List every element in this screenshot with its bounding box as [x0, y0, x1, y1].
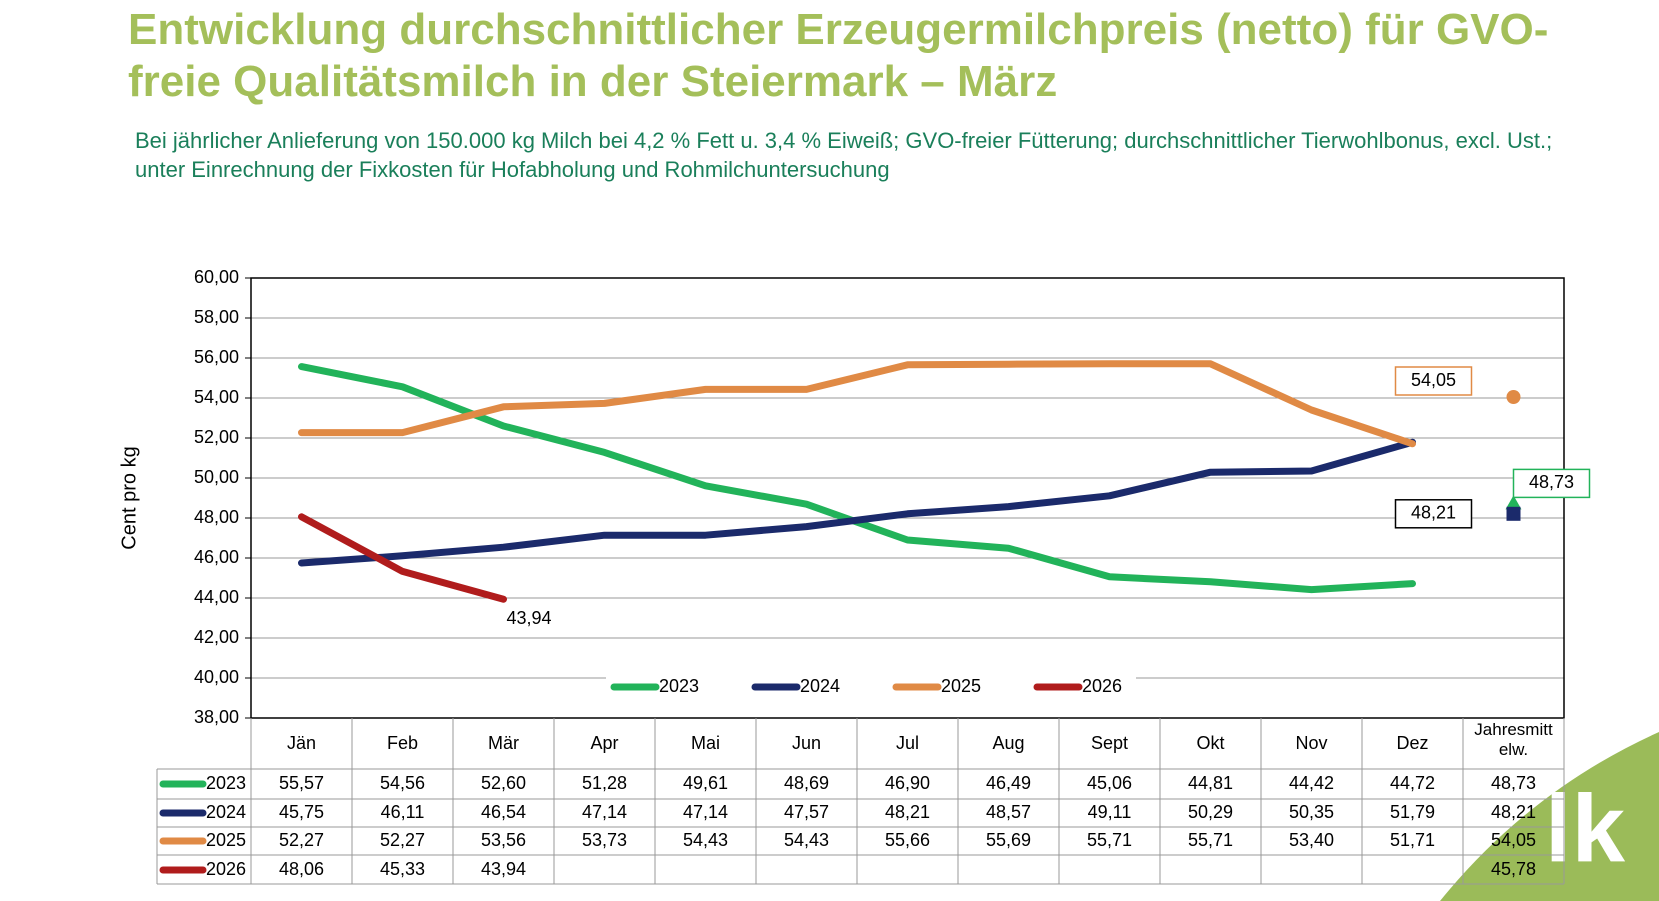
table-cell: 46,90 [885, 773, 930, 793]
table-cell: 55,66 [885, 830, 930, 850]
table-cell: 46,11 [381, 802, 425, 822]
legend-label: 2025 [206, 830, 246, 850]
table-cell: 54,43 [784, 830, 829, 850]
x-tick-label: Apr [590, 733, 618, 753]
mean-marker [1506, 506, 1521, 521]
table-cell: 53,73 [582, 830, 627, 850]
table-cell: 54,05 [1491, 830, 1536, 850]
table-cell: 44,81 [1188, 773, 1233, 793]
table-cell: 47,14 [683, 802, 728, 822]
table-cell: 47,14 [582, 802, 627, 822]
table-cell: 54,43 [683, 830, 728, 850]
table-cell: 53,56 [481, 830, 526, 850]
x-tick-label: Okt [1196, 733, 1224, 753]
legend-label: 2023 [659, 676, 699, 696]
y-tick-label: 46,00 [194, 547, 239, 567]
y-tick-label: 38,00 [194, 707, 239, 727]
data-label: 43,94 [507, 608, 552, 628]
mean-label: 48,21 [1411, 503, 1456, 523]
legend-label: 2025 [941, 676, 981, 696]
series-line [298, 438, 1416, 567]
x-tick-label: Mai [691, 733, 720, 753]
table-cell: 48,21 [885, 802, 930, 822]
table-cell: 51,28 [582, 773, 627, 793]
table-cell: 49,11 [1088, 802, 1132, 822]
x-tick-label: Nov [1295, 733, 1327, 753]
y-tick-label: 52,00 [194, 427, 239, 447]
table-cell: 48,06 [279, 859, 324, 879]
y-tick-label: 40,00 [194, 667, 239, 687]
table-cell: 48,73 [1491, 773, 1536, 793]
table-cell: 46,49 [986, 773, 1031, 793]
table-cell: 44,72 [1390, 773, 1435, 793]
mean-label: 48,73 [1529, 472, 1574, 492]
table-cell: 47,57 [784, 802, 829, 822]
x-tick-label: Aug [992, 733, 1024, 753]
y-tick-label: 60,00 [194, 267, 239, 287]
table-cell: 45,75 [279, 802, 324, 822]
table-cell: 45,78 [1491, 859, 1536, 879]
series-line [298, 360, 1416, 448]
table-cell: 55,57 [279, 773, 324, 793]
y-tick-label: 54,00 [194, 387, 239, 407]
x-tick-label: Sept [1091, 733, 1128, 753]
table-cell: 53,40 [1289, 830, 1334, 850]
mean-marker [1505, 495, 1522, 510]
table-cell: 52,27 [380, 830, 425, 850]
table-cell: 44,42 [1289, 773, 1334, 793]
table-cell: 55,71 [1188, 830, 1233, 850]
y-tick-label: 58,00 [194, 307, 239, 327]
x-tick-label: Dez [1396, 733, 1428, 753]
table-cell: 43,94 [481, 859, 526, 879]
table-cell: 51,79 [1390, 802, 1435, 822]
table-cell: 45,06 [1087, 773, 1132, 793]
table-cell: 55,69 [986, 830, 1031, 850]
label-box [1394, 499, 1473, 529]
logo: lk [1545, 775, 1626, 882]
table-cell: 49,61 [683, 773, 728, 793]
table-cell: 54,56 [380, 773, 425, 793]
table-cell: 52,27 [279, 830, 324, 850]
label-box [1394, 366, 1473, 396]
legend-label: 2026 [206, 859, 246, 879]
table-cell: 45,33 [380, 859, 425, 879]
table-cell: 50,35 [1289, 802, 1334, 822]
table-cell: 55,71 [1087, 830, 1132, 850]
table-cell: 48,57 [986, 802, 1031, 822]
legend-label: 2024 [206, 802, 246, 822]
table-cell: 48,21 [1491, 802, 1536, 822]
legend-label: 2023 [206, 773, 246, 793]
plot-frame [250, 277, 1565, 719]
series-line [298, 513, 507, 603]
mean-label: 54,05 [1411, 370, 1456, 390]
x-tick-label: Jul [896, 733, 919, 753]
legend-label: 2026 [1082, 676, 1122, 696]
y-tick-label: 56,00 [194, 347, 239, 367]
label-box [1512, 468, 1591, 499]
x-tick-label: Jän [287, 733, 316, 753]
y-tick-label: 44,00 [194, 587, 239, 607]
mean-category: Jahresmitt elw. [1474, 720, 1553, 759]
table-cell: 52,60 [481, 773, 526, 793]
y-tick-label: 42,00 [194, 627, 239, 647]
x-tick-label: Feb [387, 733, 418, 753]
title: Entwicklung durchschnittlicher Erzeugerm… [128, 5, 1549, 106]
mean-marker [1506, 390, 1521, 404]
legend-label: 2024 [800, 676, 840, 696]
y-tick-label: 50,00 [194, 467, 239, 487]
logo-shape [1440, 732, 1659, 901]
subtitle: Bei jährlicher Anlieferung von 150.000 k… [135, 128, 1553, 182]
x-tick-label: Jun [792, 733, 821, 753]
table-cell: 48,69 [784, 773, 829, 793]
table-cell: 46,54 [481, 802, 526, 822]
mean-header: Jahresmitt elw. [1474, 720, 1553, 759]
table-cell: 50,29 [1188, 802, 1233, 822]
y-axis-label: Cent pro kg [118, 446, 140, 549]
x-tick-label: Mär [488, 733, 519, 753]
y-tick-label: 48,00 [194, 507, 239, 527]
table-cell: 51,71 [1390, 830, 1435, 850]
